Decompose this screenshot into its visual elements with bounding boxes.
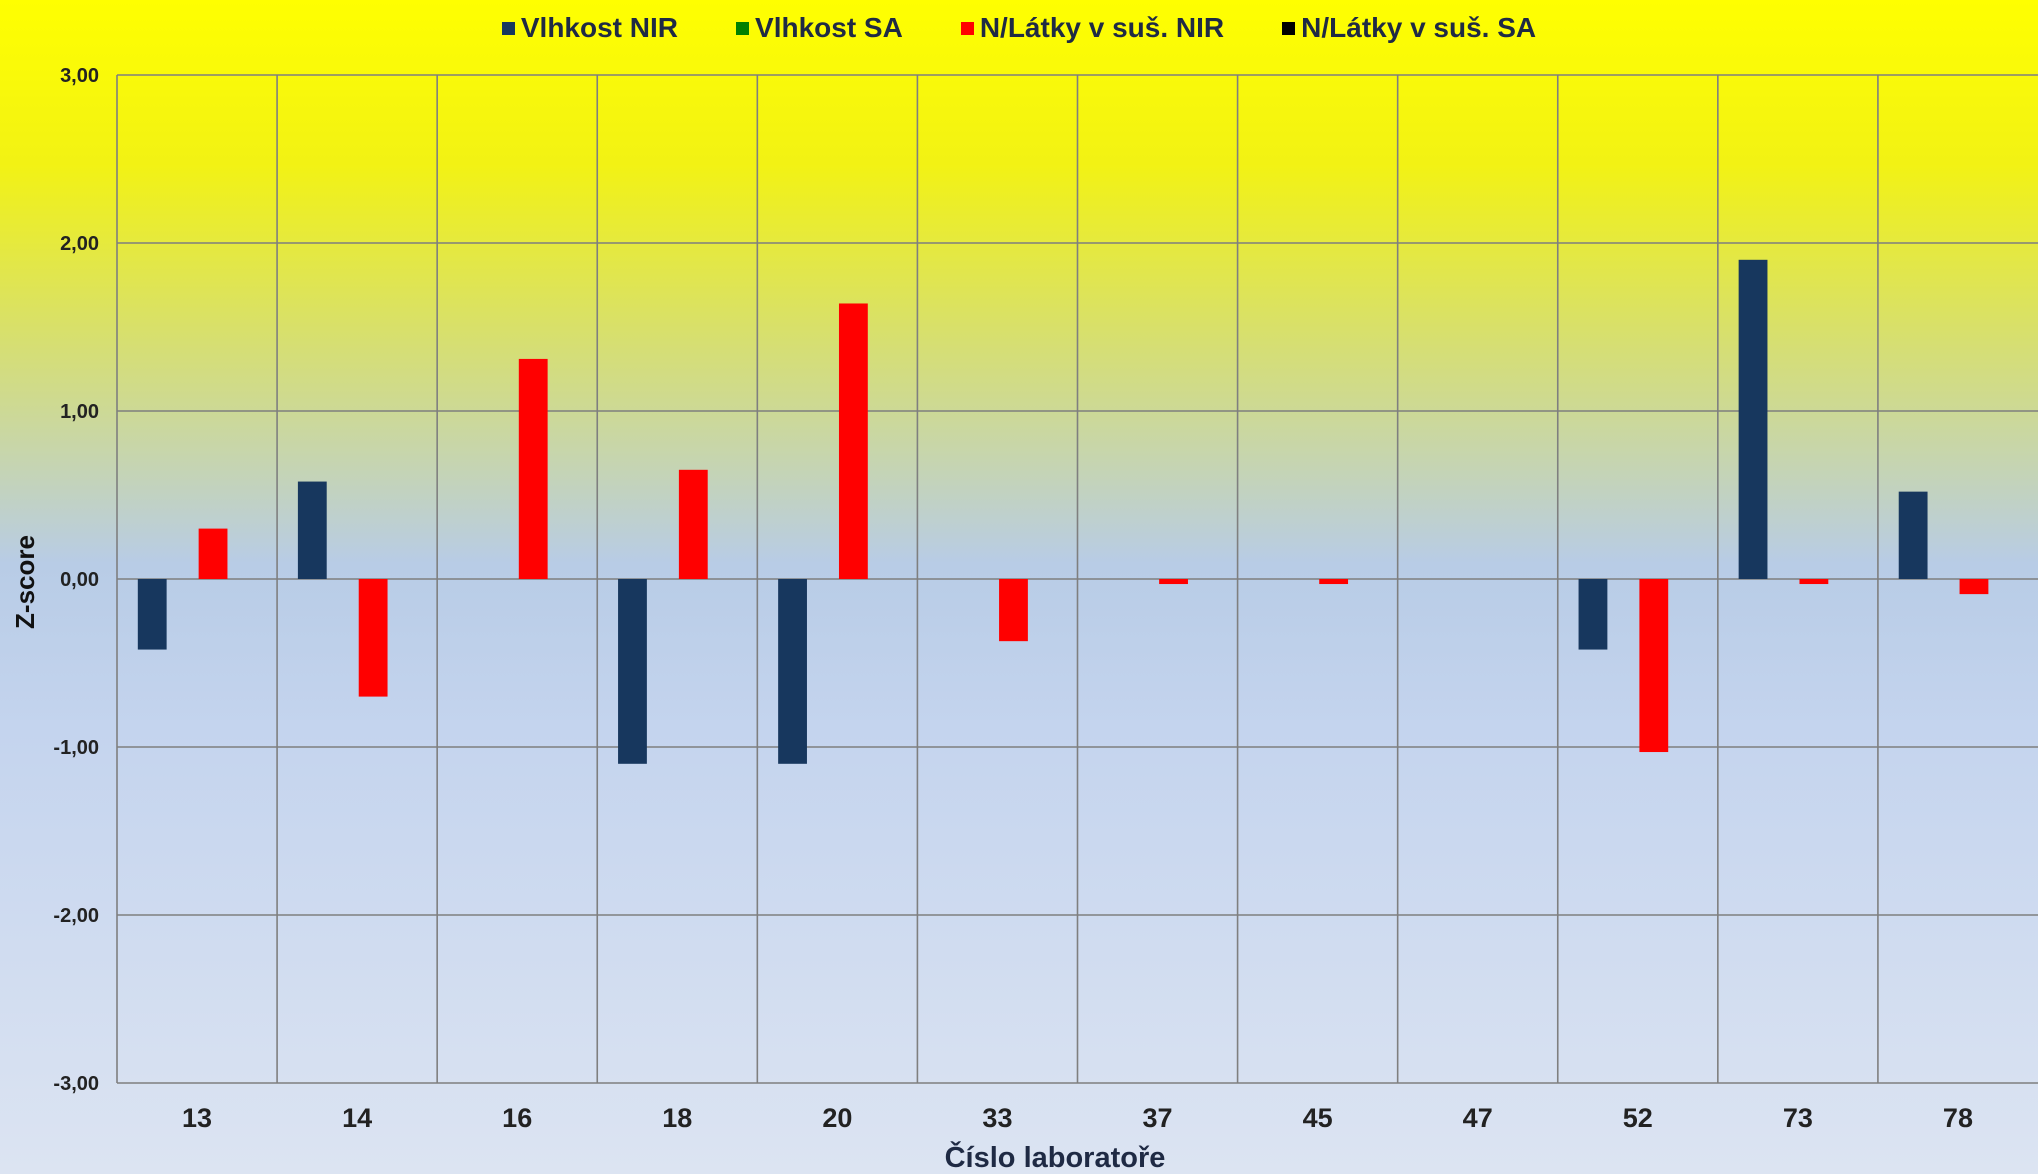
y-tick-label: 2,00 (60, 233, 99, 255)
x-axis-title: Číslo laboratoře (945, 1140, 1166, 1174)
bar-n-l-tky-v-su-nir-73 (1799, 579, 1829, 585)
legend-label-nlatky-nir: N/Látky v suš. NIR (979, 12, 1225, 43)
legend-item-nlatky-sa: N/Látky v suš. SA (1282, 12, 1536, 44)
legend-label-vlhkost-nir: Vlhkost NIR (520, 12, 679, 43)
y-tick-label: -1,00 (53, 737, 99, 759)
bar-n-l-tky-v-su-nir-20 (838, 303, 868, 579)
chart-legend: Vlhkost NIR Vlhkost SA N/Látky v suš. NI… (0, 6, 2038, 50)
y-tick-label: 3,00 (60, 65, 99, 87)
x-tick-label: 13 (182, 1103, 212, 1133)
bar-n-l-tky-v-su-nir-14 (358, 579, 388, 697)
bar-n-l-tky-v-su-nir-13 (198, 528, 228, 579)
bar-n-l-tky-v-su-nir-18 (678, 469, 708, 579)
y-tick-label: 1,00 (60, 401, 99, 423)
y-axis-title: Z-score (10, 535, 40, 629)
bar-vlhkost-nir-18 (618, 579, 647, 764)
bar-vlhkost-nir-14 (297, 481, 327, 579)
legend-swatch-vlhkost-sa (736, 21, 750, 35)
legend-item-vlhkost-nir: Vlhkost NIR (501, 12, 679, 44)
bar-n-l-tky-v-su-nir-16 (518, 358, 548, 579)
legend-swatch-nlatky-sa (1282, 21, 1296, 35)
x-tick-label: 14 (342, 1103, 372, 1133)
x-tick-label: 78 (1943, 1103, 1973, 1133)
bar-layer (137, 259, 1989, 764)
bar-n-l-tky-v-su-nir-33 (999, 579, 1028, 642)
bar-vlhkost-nir-13 (137, 579, 167, 650)
x-tick-label: 45 (1303, 1103, 1333, 1133)
x-tick-label: 73 (1783, 1103, 1813, 1133)
label-layer: -3,00 -2,00 -1,00 0,00 1,00 2,00 3,00 13 14 16 18 2… (53, 65, 1973, 1133)
bar-n-l-tky-v-su-nir-78 (1959, 579, 1989, 595)
x-tick-label: 52 (1623, 1103, 1653, 1133)
bar-vlhkost-nir-52 (1578, 579, 1608, 650)
bar-n-l-tky-v-su-nir-45 (1319, 579, 1349, 585)
x-tick-label: 47 (1463, 1103, 1493, 1133)
bar-vlhkost-nir-78 (1898, 491, 1928, 579)
y-tick-label: 0,00 (60, 569, 99, 591)
x-tick-label: 20 (822, 1103, 852, 1133)
bar-n-l-tky-v-su-nir-37 (1159, 579, 1188, 585)
legend-item-nlatky-nir: N/Látky v suš. NIR (960, 12, 1225, 44)
legend-swatch-nlatky-nir (960, 21, 974, 35)
x-tick-label: 16 (502, 1103, 532, 1133)
legend-label-vlhkost-sa: Vlhkost SA (755, 12, 903, 43)
x-tick-label: 33 (982, 1103, 1012, 1133)
bar-n-l-tky-v-su-nir-52 (1639, 579, 1669, 753)
legend-item-vlhkost-sa: Vlhkost SA (736, 12, 903, 44)
grid-layer (116, 74, 2038, 1084)
bar-vlhkost-nir-20 (778, 579, 807, 764)
y-tick-label: -2,00 (53, 905, 99, 927)
y-tick-label: -3,00 (53, 1073, 99, 1095)
x-tick-label: 37 (1143, 1103, 1173, 1133)
legend-label-nlatky-sa: N/Látky v suš. SA (1301, 12, 1537, 43)
x-tick-label: 18 (662, 1103, 692, 1133)
bar-vlhkost-nir-73 (1738, 259, 1768, 579)
legend-swatch-vlhkost-nir (501, 21, 515, 35)
